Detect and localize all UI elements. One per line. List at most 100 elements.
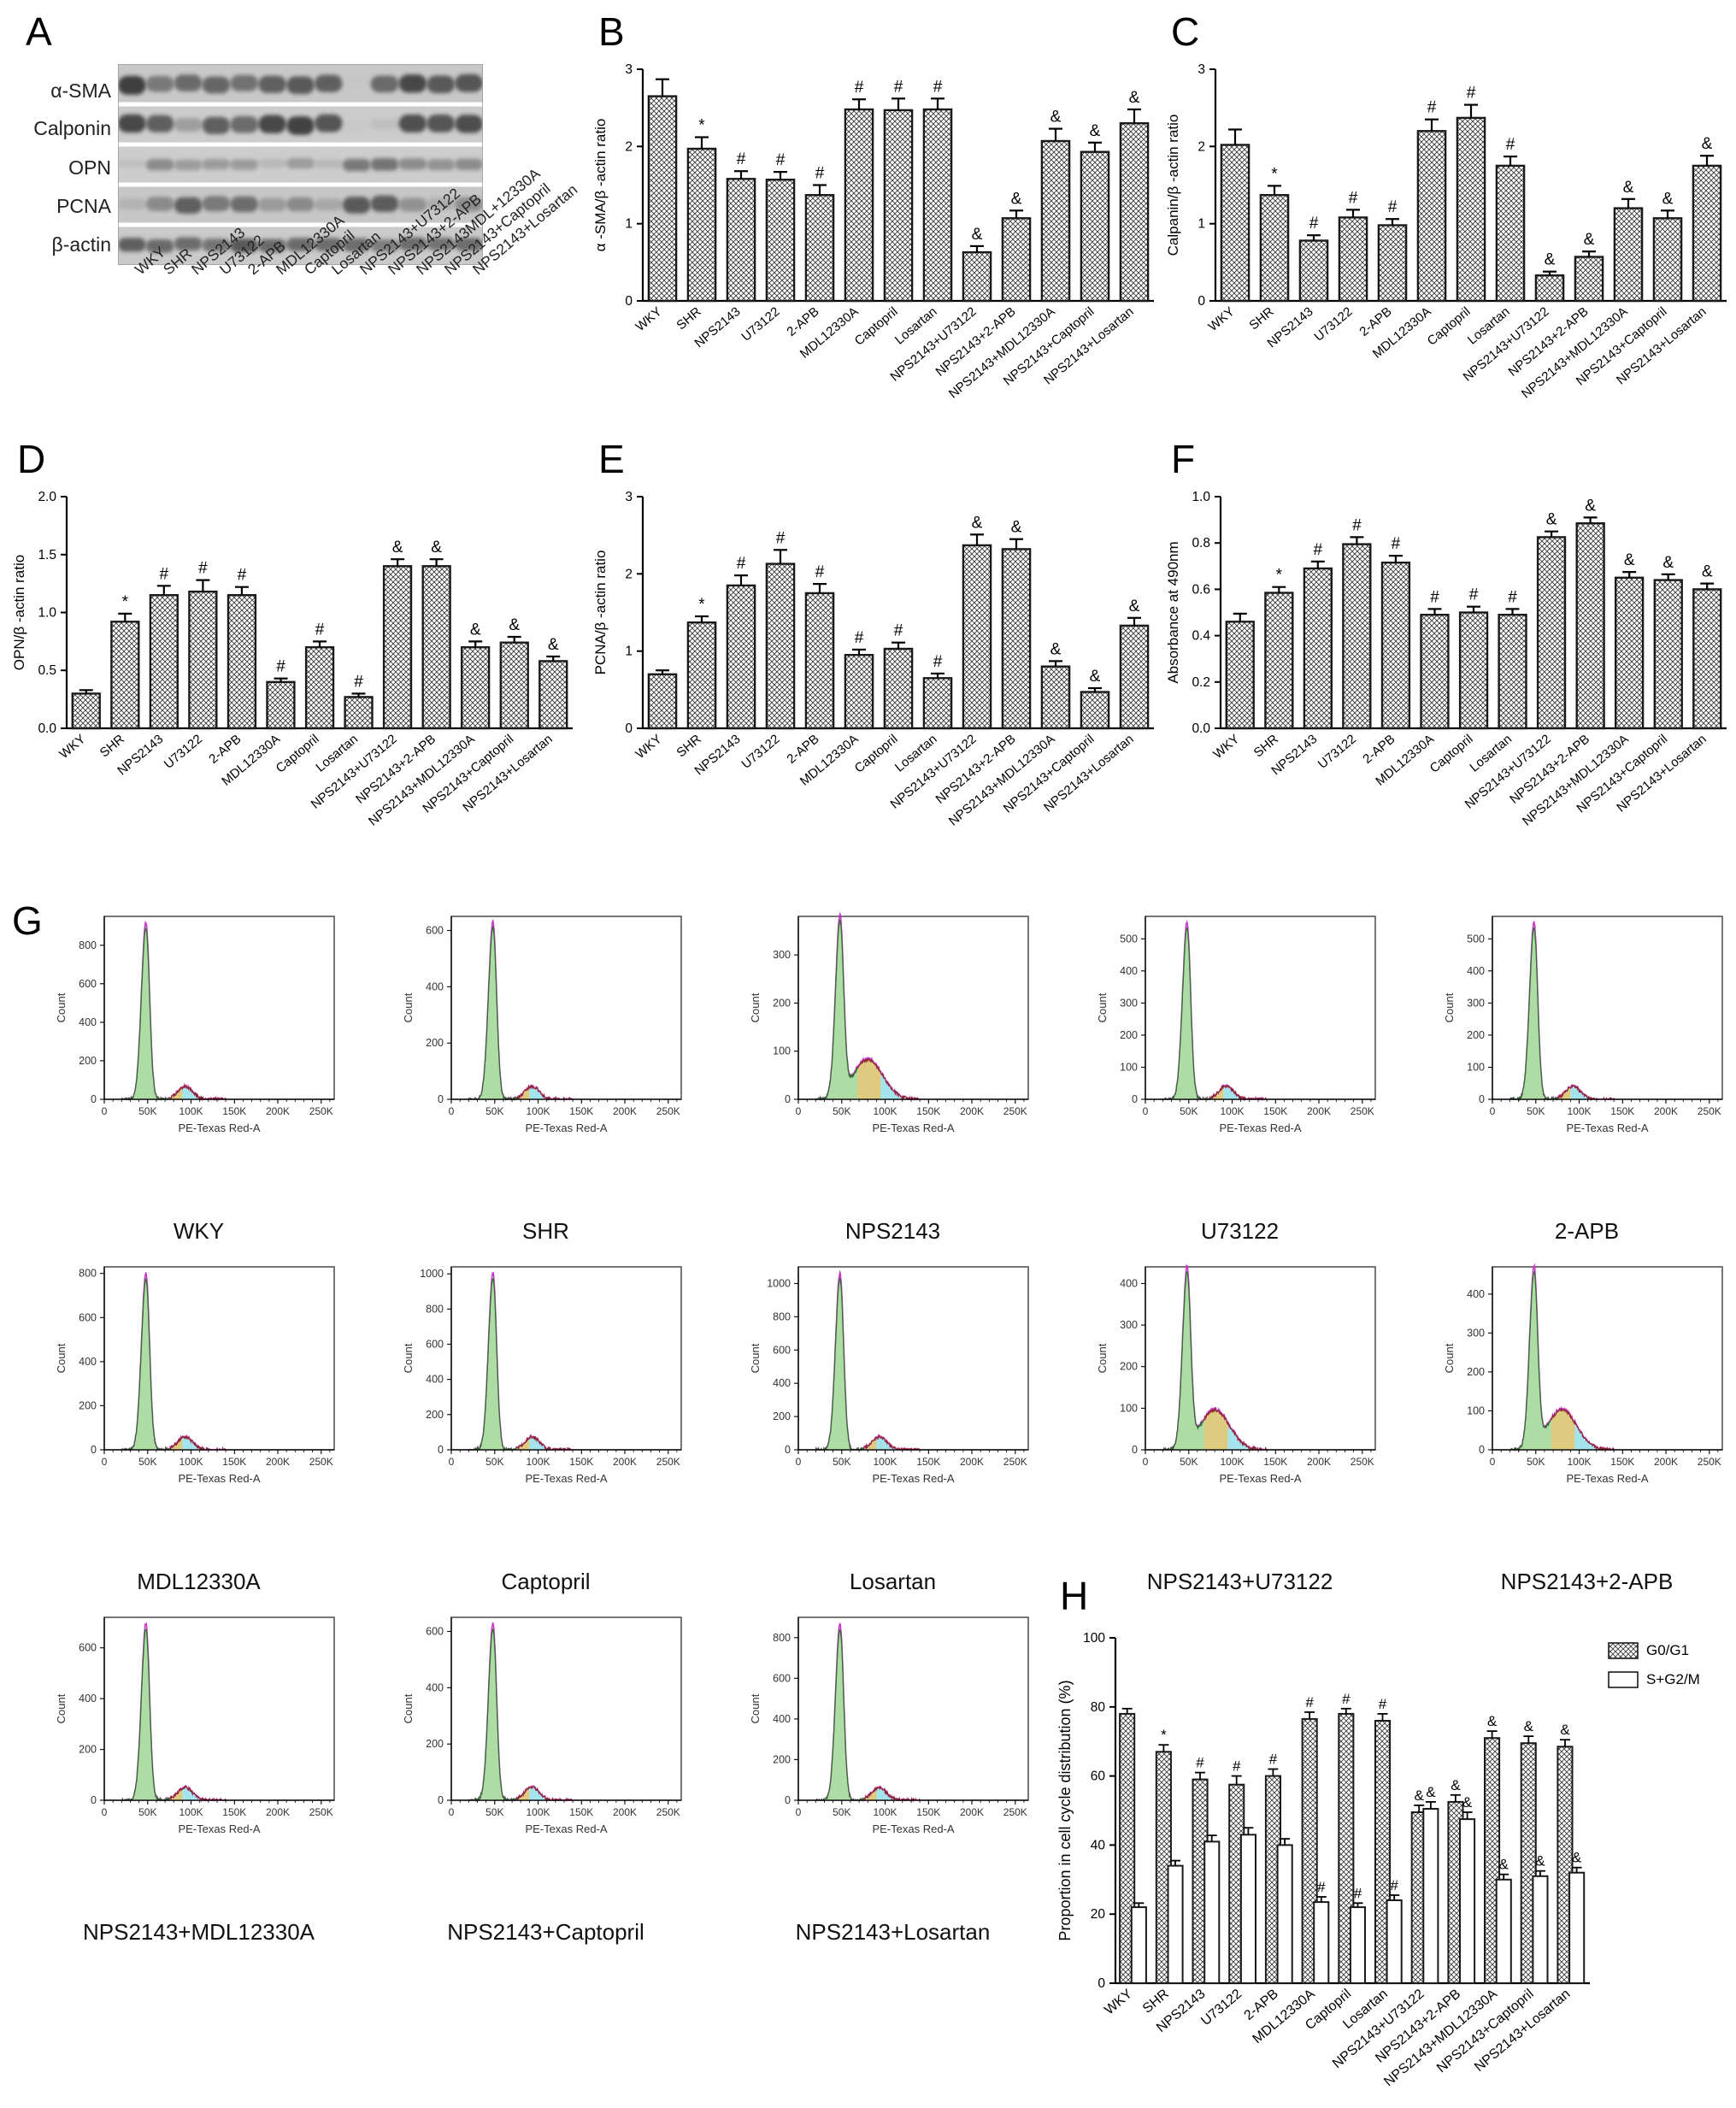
svg-text:U73122: U73122 — [739, 304, 782, 344]
svg-text:#: # — [1309, 215, 1319, 233]
svg-text:400: 400 — [1120, 1278, 1138, 1290]
svg-text:0: 0 — [1098, 1976, 1105, 1991]
svg-text:&: & — [1451, 1777, 1461, 1793]
svg-text:200: 200 — [426, 1037, 444, 1049]
svg-text:0: 0 — [438, 1444, 444, 1456]
svg-text:250K: 250K — [1003, 1806, 1027, 1818]
svg-text:100K: 100K — [1220, 1105, 1244, 1117]
svg-text:50K: 50K — [833, 1806, 850, 1818]
svg-text:1.5: 1.5 — [38, 548, 56, 562]
svg-text:100K: 100K — [179, 1806, 203, 1818]
svg-text:0.0: 0.0 — [38, 721, 56, 736]
svg-text:50K: 50K — [833, 1105, 850, 1117]
svg-text:&: & — [1624, 551, 1635, 569]
svg-text:U73122: U73122 — [1198, 1987, 1245, 2029]
svg-text:0.2: 0.2 — [1192, 675, 1210, 690]
svg-text:Proportion in cell cycle distr: Proportion in cell cycle distribution (%… — [1056, 1680, 1074, 1940]
svg-text:U73122: U73122 — [739, 732, 782, 772]
svg-text:SHR: SHR — [1140, 1987, 1172, 2017]
svg-text:250K: 250K — [1003, 1105, 1027, 1117]
svg-text:PCNA/β -actin ratio: PCNA/β -actin ratio — [592, 551, 609, 675]
svg-text:0: 0 — [438, 1794, 444, 1806]
svg-text:100: 100 — [1467, 1405, 1485, 1417]
svg-text:200K: 200K — [1307, 1105, 1331, 1117]
svg-text:500: 500 — [1467, 933, 1485, 945]
svg-text:0: 0 — [785, 1444, 791, 1456]
svg-text:250K: 250K — [309, 1105, 333, 1117]
svg-text:200K: 200K — [613, 1456, 637, 1468]
svg-text:#: # — [1269, 1752, 1278, 1768]
svg-text:800: 800 — [426, 1303, 444, 1315]
svg-text:0: 0 — [1143, 1456, 1149, 1468]
svg-text:#: # — [1388, 198, 1398, 216]
svg-text:Calpanin/β -actin ratio: Calpanin/β -actin ratio — [1165, 115, 1181, 256]
svg-text:40: 40 — [1091, 1838, 1106, 1852]
svg-text:600: 600 — [79, 978, 97, 990]
svg-text:&: & — [548, 636, 559, 654]
svg-text:PE-Texas Red-A: PE-Texas Red-A — [872, 1472, 954, 1485]
svg-text:&: & — [1462, 1794, 1473, 1811]
svg-text:600: 600 — [773, 1344, 791, 1356]
svg-text:#: # — [354, 673, 363, 691]
svg-text:#: # — [1317, 1879, 1326, 1895]
svg-text:0: 0 — [91, 1093, 97, 1105]
svg-text:800: 800 — [773, 1632, 791, 1644]
svg-text:150K: 150K — [1610, 1105, 1634, 1117]
svg-text:&: & — [1702, 563, 1713, 581]
svg-text:WKY: WKY — [633, 732, 664, 762]
svg-text:#: # — [1196, 1755, 1204, 1771]
svg-text:60: 60 — [1091, 1769, 1106, 1784]
svg-text:100K: 100K — [526, 1105, 550, 1117]
svg-text:#: # — [737, 555, 746, 573]
svg-text:50K: 50K — [1180, 1105, 1198, 1117]
svg-text:600: 600 — [79, 1642, 97, 1654]
svg-text:WKY: WKY — [633, 304, 664, 334]
svg-text:250K: 250K — [1698, 1105, 1721, 1117]
svg-text:&: & — [1090, 668, 1101, 686]
svg-text:300: 300 — [1120, 1319, 1138, 1331]
svg-text:500: 500 — [1120, 933, 1138, 945]
svg-text:150K: 150K — [569, 1806, 593, 1818]
svg-text:*: * — [1271, 165, 1278, 183]
svg-text:#: # — [1305, 1694, 1314, 1711]
svg-text:300: 300 — [1467, 1327, 1485, 1339]
svg-text:150K: 150K — [916, 1456, 940, 1468]
svg-text:400: 400 — [426, 980, 444, 992]
svg-text:Captopril: Captopril — [1427, 732, 1476, 776]
svg-text:100: 100 — [1467, 1062, 1485, 1074]
svg-text:50K: 50K — [485, 1105, 503, 1117]
svg-text:#: # — [815, 165, 825, 183]
svg-text:200K: 200K — [266, 1105, 290, 1117]
svg-text:PE-Texas Red-A: PE-Texas Red-A — [525, 1822, 607, 1835]
svg-text:Count: Count — [1443, 1343, 1456, 1373]
svg-text:600: 600 — [773, 1672, 791, 1684]
svg-text:0.0: 0.0 — [1192, 721, 1210, 736]
svg-text:PE-Texas Red-A: PE-Texas Red-A — [1566, 1472, 1648, 1485]
svg-text:#: # — [1506, 136, 1515, 154]
svg-text:200: 200 — [1467, 1029, 1485, 1041]
svg-text:600: 600 — [79, 1311, 97, 1323]
svg-text:400: 400 — [1467, 1288, 1485, 1300]
svg-text:300: 300 — [1467, 997, 1485, 1009]
svg-text:#: # — [1508, 588, 1517, 606]
svg-text:0: 0 — [1490, 1105, 1496, 1117]
svg-text:150K: 150K — [569, 1105, 593, 1117]
svg-text:Absorbance at 490nm: Absorbance at 490nm — [1165, 541, 1181, 683]
svg-text:100K: 100K — [1220, 1456, 1244, 1468]
svg-text:&: & — [1572, 1850, 1582, 1866]
svg-text:150K: 150K — [222, 1105, 246, 1117]
svg-text:1: 1 — [625, 645, 633, 659]
svg-text:0.5: 0.5 — [38, 663, 56, 678]
svg-text:&: & — [1090, 122, 1101, 140]
svg-text:0: 0 — [449, 1105, 455, 1117]
svg-text:200: 200 — [426, 1738, 444, 1750]
svg-text:200K: 200K — [1654, 1456, 1678, 1468]
svg-text:200K: 200K — [613, 1806, 637, 1818]
svg-text:SHR: SHR — [1251, 732, 1281, 760]
svg-text:2: 2 — [1198, 139, 1205, 154]
svg-text:200: 200 — [1120, 1029, 1138, 1041]
svg-text:OPN/β -actin ratio: OPN/β -actin ratio — [11, 555, 27, 670]
svg-text:0.8: 0.8 — [1192, 536, 1210, 551]
svg-text:Count: Count — [402, 1343, 415, 1373]
svg-text:0: 0 — [625, 294, 633, 309]
